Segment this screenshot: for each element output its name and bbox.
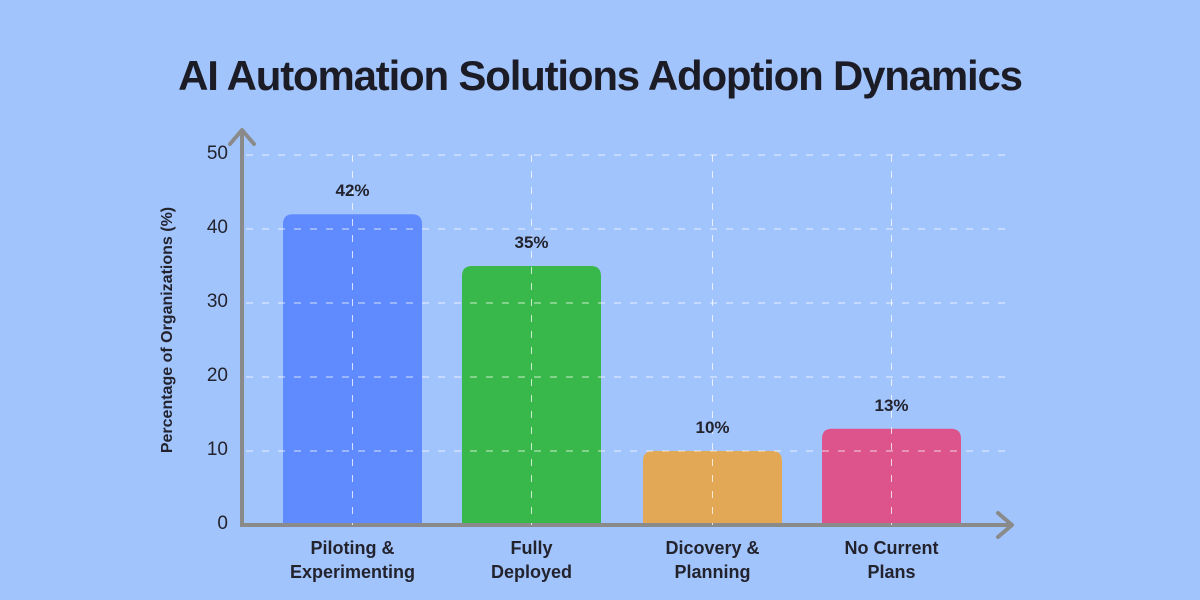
category-label-line: Piloting & <box>310 538 395 558</box>
value-label: 13% <box>874 395 909 415</box>
category-label-line: Deployed <box>490 562 573 582</box>
chart-title: AI Automation Solutions Adoption Dynamic… <box>178 52 1023 99</box>
category-label-line: Dicovery & <box>665 538 760 558</box>
category-label: Dicovery & Planning <box>623 536 803 584</box>
value-label: 42% <box>335 181 370 201</box>
category-label: No Current Plans <box>802 536 982 584</box>
gridlines <box>246 154 1013 525</box>
value-label: 10% <box>695 418 730 437</box>
y-tick: 0 <box>217 513 228 534</box>
y-tick: 20 <box>206 365 228 386</box>
y-tick: 50 <box>206 143 228 164</box>
bars <box>283 214 961 525</box>
y-tick: 40 <box>206 217 228 238</box>
category-label-line: Planning <box>674 562 751 582</box>
axes <box>228 128 1014 539</box>
y-axis-label: Percentage of Organizations (%) <box>159 206 176 454</box>
category-label-line: No Current <box>844 538 939 558</box>
bar <box>643 451 782 525</box>
y-tick: 30 <box>206 291 228 312</box>
category-label-line: Plans <box>867 562 916 582</box>
value-label: 35% <box>514 233 549 252</box>
category-label-line: Experimenting <box>289 562 416 582</box>
y-axis-arrow-icon <box>228 128 256 146</box>
x-axis-arrow-icon <box>996 511 1014 539</box>
y-tick: 10 <box>206 439 228 460</box>
category-label-line: Fully <box>510 538 553 558</box>
category-label: Fully Deployed <box>442 536 622 584</box>
category-label: Piloting & Experimenting <box>263 536 443 584</box>
